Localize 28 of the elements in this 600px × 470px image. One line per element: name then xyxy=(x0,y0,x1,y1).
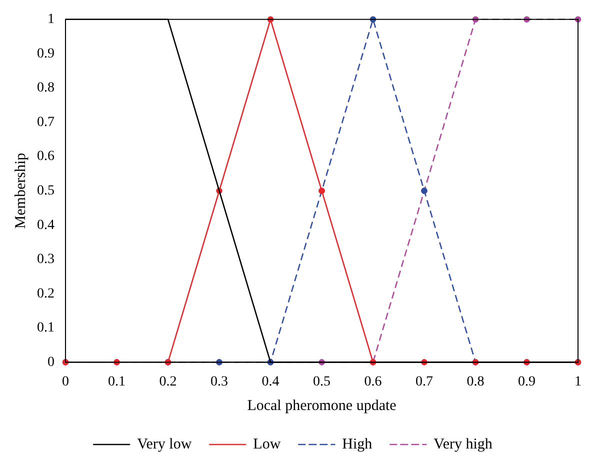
x-tick-label: 0.8 xyxy=(466,374,484,390)
legend-label: High xyxy=(342,436,373,452)
x-tick-label: 0.7 xyxy=(416,374,433,390)
y-tick-label: 1 xyxy=(48,12,54,28)
y-tick-label: 0.8 xyxy=(37,80,54,96)
y-tick-label: 0.1 xyxy=(37,320,54,336)
y-axis-title: Membership xyxy=(12,152,29,229)
x-tick-label: 0.4 xyxy=(262,374,280,390)
x-tick-label: 0.5 xyxy=(313,374,330,390)
x-axis-title: Local pheromone update xyxy=(247,398,397,414)
legend-label: Low xyxy=(253,436,281,452)
y-tick-label: 0.2 xyxy=(37,286,54,302)
x-tick-label: 0.3 xyxy=(210,374,228,390)
y-tick-label: 0.5 xyxy=(37,183,54,198)
legend-label: Very low xyxy=(137,436,192,452)
y-tick-label: 0.7 xyxy=(37,114,54,130)
x-tick-label: 0.1 xyxy=(108,374,126,390)
legend-label: Very high xyxy=(434,436,493,452)
x-tick-label: 0.6 xyxy=(364,374,382,390)
x-tick-label: 0.9 xyxy=(518,374,536,390)
y-tick-label: 0.4 xyxy=(37,218,54,233)
y-tick-label: 0.9 xyxy=(37,46,54,62)
x-tick-label: 0 xyxy=(62,374,69,390)
y-tick-label: 0.6 xyxy=(37,149,54,164)
x-tick-label: 1 xyxy=(574,374,582,390)
x-tick-label: 0.2 xyxy=(159,374,177,390)
y-tick-label: 0.3 xyxy=(37,252,54,268)
y-tick-label: 0 xyxy=(48,354,54,370)
